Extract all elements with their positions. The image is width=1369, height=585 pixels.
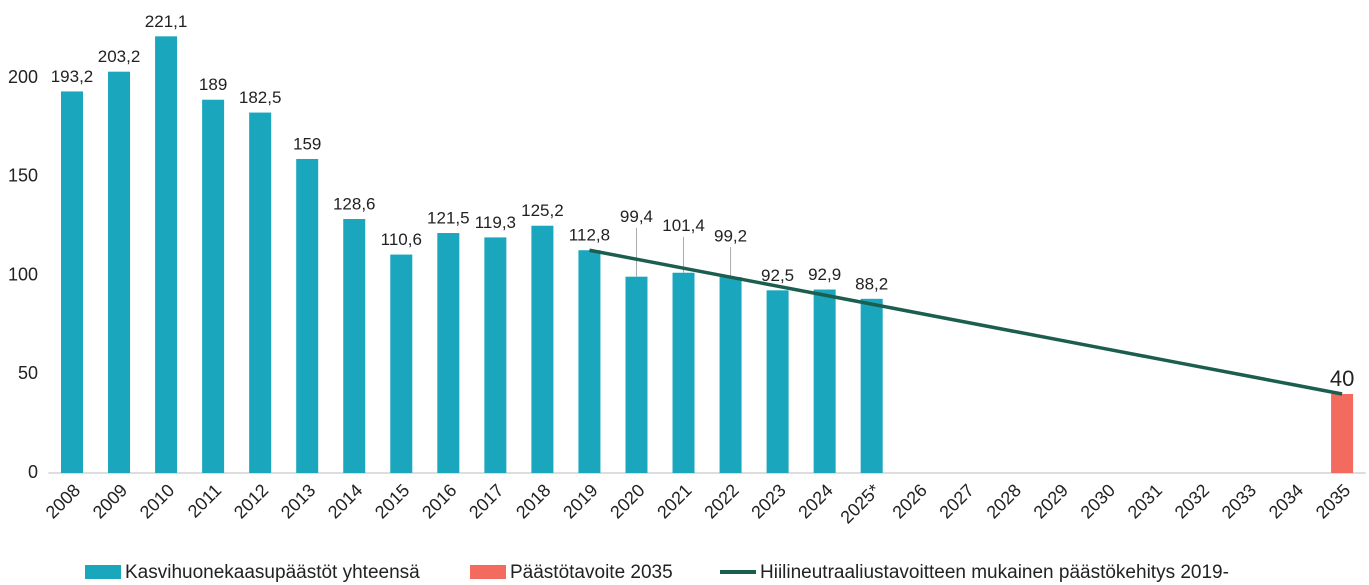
x-tick-label: 2022 (700, 480, 742, 522)
x-tick-label: 2030 (1077, 480, 1119, 522)
data-label: 189 (199, 75, 227, 94)
x-tick-label: 2017 (465, 480, 507, 522)
data-label: 40 (1330, 366, 1354, 391)
x-tick-label: 2026 (888, 480, 930, 522)
bar (1331, 394, 1354, 473)
y-tick-label: 50 (18, 363, 38, 383)
x-tick-label: 2035 (1312, 480, 1354, 522)
bar (343, 219, 366, 473)
bar (249, 112, 272, 473)
x-tick-label: 2011 (184, 480, 226, 522)
data-label: 125,2 (521, 201, 564, 220)
data-label: 221,1 (145, 12, 188, 31)
data-label: 99,4 (620, 207, 653, 226)
x-tick-label: 2021 (653, 480, 695, 522)
legend-label: Kasvihuonekaasupäästöt yhteensä (125, 562, 420, 583)
x-tick-label: 2008 (42, 480, 84, 522)
data-label: 119,3 (475, 213, 516, 232)
x-tick-label: 2014 (324, 480, 366, 522)
data-label: 92,5 (761, 266, 794, 285)
bar (719, 277, 742, 473)
x-tick-label: 2018 (512, 480, 554, 522)
data-label: 203,2 (98, 47, 141, 66)
data-label: 88,2 (855, 274, 888, 293)
bar (61, 91, 83, 474)
bar (390, 254, 413, 473)
trend-line (589, 248, 1343, 396)
data-label: 128,6 (333, 194, 376, 213)
bar (296, 158, 319, 473)
x-tick-label: 2034 (1265, 480, 1307, 522)
legend-swatch (85, 565, 121, 579)
bar (108, 71, 131, 474)
data-label: 112,8 (569, 226, 610, 245)
x-tick-label: 2027 (935, 480, 977, 522)
x-tick-label: 2032 (1171, 480, 1213, 522)
x-tick-label: 2031 (1124, 480, 1166, 522)
y-tick-label: 100 (8, 264, 38, 284)
x-tick-label: 2028 (983, 480, 1025, 522)
data-label: 182,5 (239, 88, 282, 107)
x-tick-label: 2033 (1218, 480, 1260, 522)
x-tick-label: 2020 (606, 480, 648, 522)
bar (531, 225, 554, 473)
bar (766, 290, 789, 473)
data-label: 159 (293, 134, 321, 153)
legend-label: Päästötavoite 2035 (510, 562, 673, 583)
bar (860, 298, 883, 473)
data-label: 110,6 (381, 230, 422, 249)
x-tick-label: 2012 (230, 480, 272, 522)
x-tick-label: 2009 (89, 480, 131, 522)
bar (813, 289, 836, 473)
x-tick-label: 2015 (371, 480, 413, 522)
bar (484, 237, 507, 473)
bar (202, 99, 225, 473)
data-label: 121,5 (427, 209, 470, 228)
y-tick-label: 0 (28, 462, 38, 482)
legend-swatch (470, 565, 506, 579)
bar (672, 272, 695, 473)
data-label: 193,2 (51, 67, 94, 86)
x-tick-label: 2010 (136, 480, 178, 522)
bar (578, 250, 601, 473)
x-tick-label: 2013 (277, 480, 319, 522)
bar (155, 36, 178, 473)
x-tick-label: 2029 (1030, 480, 1072, 522)
y-tick-label: 150 (8, 166, 38, 186)
legend-label: Hiilineutraaliustavoitteen mukainen pääs… (760, 562, 1229, 583)
y-tick-label: 200 (8, 67, 38, 87)
bar (625, 276, 648, 473)
bar (437, 233, 460, 473)
x-tick-label: 2016 (418, 480, 460, 522)
x-tick-label: 2024 (794, 480, 836, 522)
data-label: 101,4 (662, 216, 705, 235)
x-tick-label: 2023 (747, 480, 789, 522)
x-tick-label: 2019 (559, 480, 601, 522)
data-label: 99,2 (714, 227, 747, 246)
data-label: 92,9 (808, 265, 841, 284)
x-tick-label: 2025* (836, 480, 883, 527)
